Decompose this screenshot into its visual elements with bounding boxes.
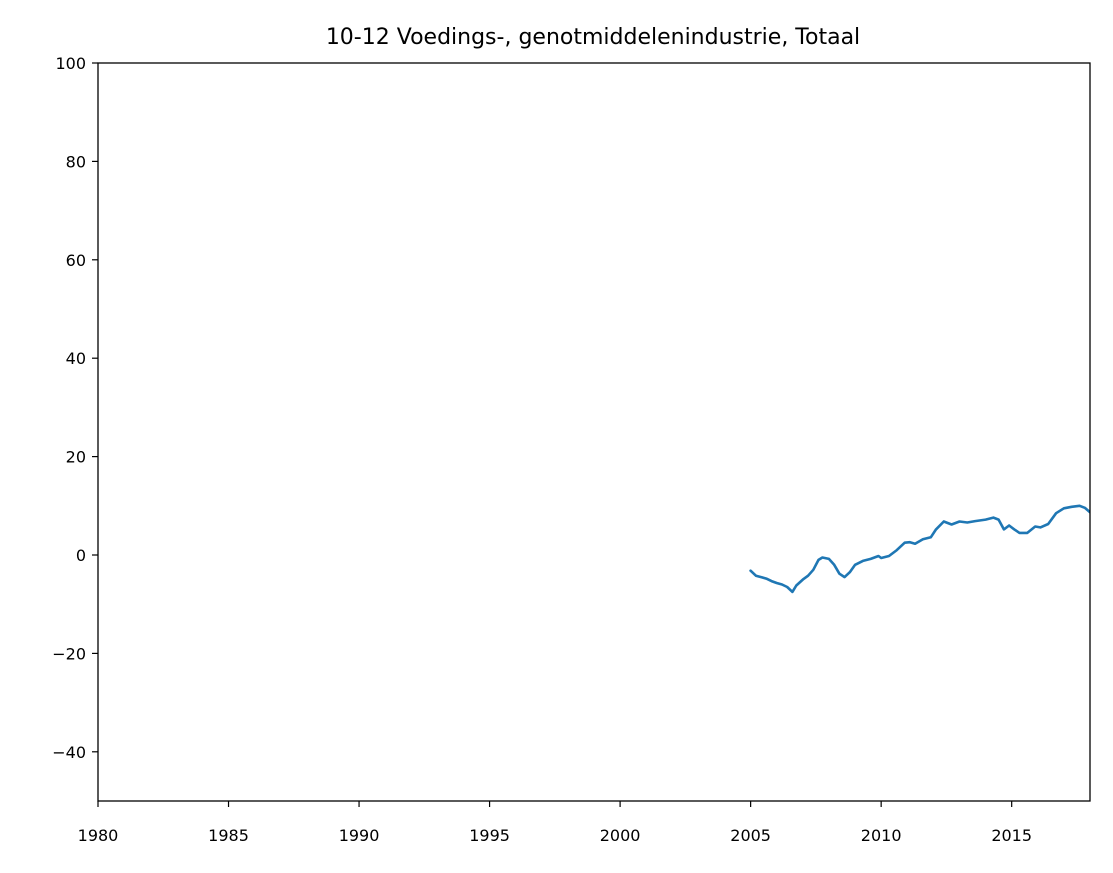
y-tick-label: 100 xyxy=(55,54,86,73)
x-tick-label: 2015 xyxy=(991,826,1032,845)
y-tick-label: 40 xyxy=(66,349,86,368)
y-tick-label: −40 xyxy=(52,743,86,762)
x-tick-label: 1995 xyxy=(469,826,510,845)
axes-frame xyxy=(97,62,1091,802)
y-axis-ticks: −40 −20 0 20 40 60 80 100 xyxy=(52,54,98,762)
x-axis-ticks: 1980 1985 1990 1995 2000 2005 2010 2015 xyxy=(78,801,1032,845)
y-tick-label: −20 xyxy=(52,644,86,663)
x-tick-label: 2010 xyxy=(861,826,902,845)
x-tick-label: 2005 xyxy=(730,826,771,845)
x-tick-label: 1990 xyxy=(339,826,380,845)
y-tick-label: 80 xyxy=(66,152,86,171)
x-tick-label: 2000 xyxy=(600,826,641,845)
y-tick-label: 20 xyxy=(66,448,86,467)
y-tick-label: 0 xyxy=(76,546,86,565)
x-tick-label: 1985 xyxy=(208,826,249,845)
series-line-0 xyxy=(749,504,1090,594)
plot-area xyxy=(749,504,1090,594)
y-tick-label: 60 xyxy=(66,251,86,270)
x-tick-label: 1980 xyxy=(78,826,119,845)
chart-title: 10-12 Voedings-, genotmiddelenindustrie,… xyxy=(326,25,860,50)
